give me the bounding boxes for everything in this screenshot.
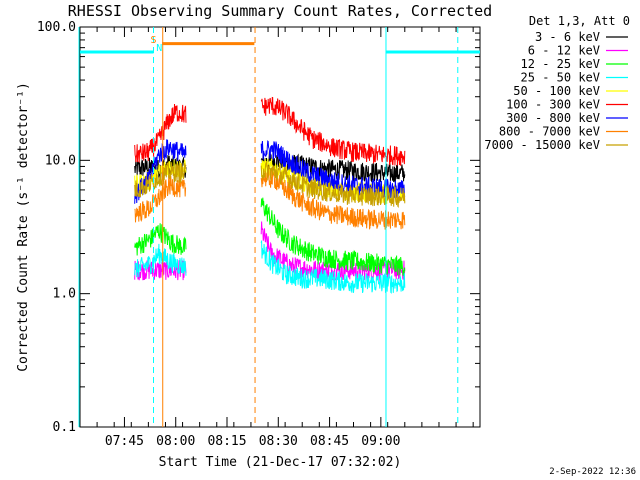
x-axis-label: Start Time (21-Dec-17 07:32:02) [159, 455, 402, 470]
y-axis-label: Corrected Count Rate (s⁻¹ detector⁻¹) [16, 82, 31, 372]
series-line-7-seg1 [134, 175, 187, 223]
y-axis-ticks: 100.0 10.0 1.0 0.1 [37, 20, 480, 435]
series-line-2-seg1 [134, 223, 187, 256]
plot-area: SN 07:45 08:00 08:15 08:30 08:45 09:00 100.01… [37, 20, 481, 449]
x-tick-label-5: 09:00 [361, 434, 400, 449]
y-tick-label-0: 100.0 [37, 20, 76, 35]
x-tick-label-2: 08:15 [207, 434, 246, 449]
series-line-5-seg1 [134, 103, 187, 163]
series-line-7-seg2 [260, 167, 406, 230]
plot-frame [79, 26, 481, 428]
x-tick-label-4: 08:45 [310, 434, 349, 449]
legend-label-2: 12 - 25 keV [521, 57, 600, 71]
legend-title: Det 1,3, Att 0 [529, 14, 630, 28]
x-tick-label-0: 07:45 [105, 434, 144, 449]
y-tick-label-1: 10.0 [45, 153, 76, 168]
y-tick-label-3: 0.1 [53, 420, 76, 435]
legend-label-7: 800 - 7000 keV [499, 125, 600, 139]
legend-label-1: 6 - 12 keV [528, 44, 600, 58]
series-line-5-seg2 [260, 96, 406, 166]
series-line-8-seg1 [134, 162, 187, 198]
legend-label-8: 7000 - 15000 keV [484, 138, 600, 152]
series-group [134, 96, 406, 294]
marker-S: S [150, 35, 156, 46]
x-tick-label-1: 08:00 [156, 434, 195, 449]
legend-label-5: 100 - 300 keV [506, 98, 600, 112]
footer-timestamp: 2-Sep-2022 12:36 [549, 467, 636, 477]
chart-title: RHESSI Observing Summary Count Rates, Co… [68, 2, 492, 20]
legend-label-4: 50 - 100 keV [513, 84, 600, 98]
series-line-3-seg2 [260, 240, 406, 294]
overlay-group: SN [78, 27, 480, 427]
series-line-3-seg1 [134, 243, 187, 278]
series-line-6-seg2 [260, 140, 406, 199]
legend-label-3: 25 - 50 keV [521, 71, 600, 85]
legend-label-6: 300 - 800 keV [506, 111, 600, 125]
series-line-8-seg2 [260, 161, 406, 209]
series-line-2-seg2 [260, 197, 406, 277]
x-tick-label-3: 08:30 [259, 434, 298, 449]
x-axis-ticks: 07:45 08:00 08:15 08:30 08:45 09:00 [79, 27, 474, 449]
legend-label-0: 3 - 6 keV [535, 30, 600, 44]
y-tick-label-2: 1.0 [53, 287, 76, 302]
marker-N: N [156, 43, 162, 54]
